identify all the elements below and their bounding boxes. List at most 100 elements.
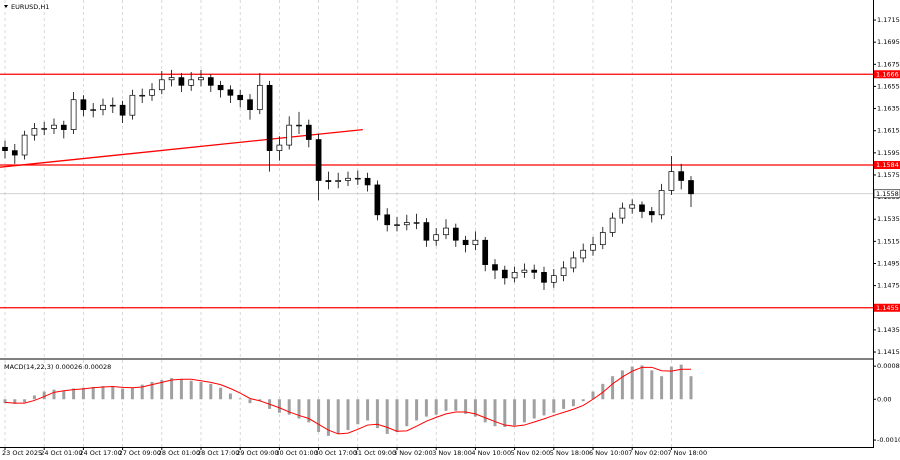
level-price-tag	[874, 70, 900, 79]
candle-body	[560, 267, 567, 277]
candle-body	[462, 239, 469, 246]
macd-bar	[650, 370, 654, 400]
x-tick-label: 24 Oct 17:00	[79, 449, 121, 457]
candle-body	[139, 94, 146, 97]
x-tick-label: 29 Oct 09:00	[236, 449, 278, 457]
candle-body	[384, 214, 391, 226]
candle-body	[364, 177, 371, 186]
candle-body	[599, 232, 606, 246]
level-price-label: 1.1584	[876, 161, 899, 169]
macd-bar	[32, 395, 36, 400]
level-price-label: 1.1666	[876, 70, 899, 78]
candle-body	[247, 99, 253, 111]
level-price-label: 1.1455	[876, 304, 899, 312]
macd-bar	[424, 399, 428, 417]
candle-body	[492, 264, 498, 271]
candle-body	[41, 128, 48, 130]
x-tick-label: 4 Nov 10:00	[471, 449, 511, 457]
macd-bar	[562, 399, 566, 409]
y-tick-label: 0.00086	[877, 362, 900, 370]
candle-body	[158, 79, 165, 91]
macd-bar	[150, 381, 154, 400]
candle-body	[658, 190, 665, 216]
macd-bar	[464, 399, 468, 414]
macd-bar	[522, 399, 526, 423]
candle-body	[256, 84, 263, 111]
macd-bar	[160, 380, 164, 400]
y-tick-label: 1.1695	[877, 38, 900, 46]
candle-body	[501, 269, 508, 279]
macd-bar	[581, 399, 585, 402]
macd-bar	[493, 399, 497, 427]
candle-body	[648, 211, 655, 216]
y-tick-label: 1.1515	[877, 237, 900, 245]
candle-body	[149, 89, 155, 96]
macd-bar	[13, 399, 17, 404]
macd-bar	[62, 390, 66, 400]
macd-bar	[571, 399, 575, 407]
candle-body	[80, 99, 87, 111]
x-tick-label: 28 Oct 17:00	[197, 449, 239, 457]
macd-bar	[317, 399, 321, 432]
candle-body	[109, 104, 116, 107]
candle-body	[296, 124, 302, 127]
candle-body	[433, 234, 440, 241]
candle-body	[70, 99, 77, 130]
candle-body	[423, 222, 430, 241]
candle-body	[374, 184, 381, 216]
macd-bar	[591, 391, 595, 400]
macd-bar	[199, 381, 203, 400]
candle-body	[413, 222, 420, 224]
candle-body	[619, 207, 626, 219]
candle-body	[2, 146, 8, 151]
x-tick-label: 30 Oct 01:00	[275, 449, 317, 457]
macd-bar	[611, 376, 615, 400]
y-tick-label: 1.1475	[877, 282, 900, 290]
macd-bar	[170, 378, 174, 400]
macd-bar	[287, 399, 291, 415]
candle-body	[315, 139, 322, 181]
macd-bar	[660, 376, 664, 400]
x-tick-label: 7 Nov 18:00	[667, 449, 707, 457]
y-tick-label: -0.00106	[877, 436, 900, 444]
candle-body	[178, 77, 185, 86]
candle-body	[335, 180, 342, 182]
macd-bar	[52, 389, 56, 400]
macd-bar	[669, 366, 673, 400]
candle-body	[31, 128, 38, 136]
candle-body	[531, 269, 538, 273]
candle-body	[511, 271, 518, 279]
macd-bar	[23, 399, 27, 403]
x-tick-label: 5 Nov 18:00	[550, 449, 590, 457]
y-tick-label: 1.1615	[877, 127, 900, 135]
x-tick-label: 3 Nov 18:00	[432, 449, 472, 457]
candle-body	[188, 79, 195, 86]
macd-bar	[513, 399, 517, 426]
candle-body	[472, 239, 479, 246]
candle-body	[217, 84, 224, 91]
macd-bar	[346, 399, 350, 431]
candle-body	[129, 94, 136, 116]
macd-bar	[689, 376, 693, 400]
macd-bar	[395, 399, 399, 432]
macd-bar	[101, 386, 105, 400]
candle-body	[541, 271, 547, 283]
candle-body	[394, 224, 400, 226]
candle-body	[688, 180, 694, 195]
macd-bar	[385, 399, 389, 434]
macd-bar	[179, 379, 183, 400]
macd-bar	[356, 399, 360, 425]
candle-body	[443, 227, 449, 236]
level-price-tag	[874, 161, 900, 170]
macd-bar	[483, 399, 487, 423]
macd-bar	[630, 366, 634, 400]
macd-bar	[434, 399, 438, 415]
macd-bar	[473, 399, 477, 417]
trendline	[0, 128, 363, 168]
candle-body	[629, 204, 636, 209]
macd-bar	[42, 391, 46, 400]
candle-body	[325, 180, 332, 182]
candle-body	[668, 171, 675, 191]
